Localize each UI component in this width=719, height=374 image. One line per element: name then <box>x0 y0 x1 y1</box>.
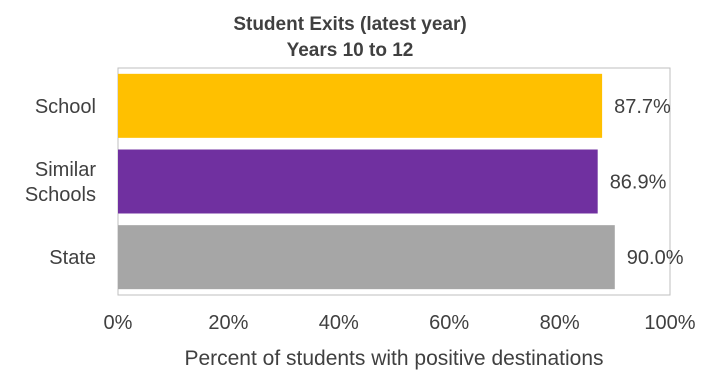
bar-2 <box>118 225 615 290</box>
value-label-1: 86.9% <box>610 172 667 194</box>
x-tick-label-2: 40% <box>319 312 359 334</box>
value-labels-group: 87.7% 86.9% 90.0% <box>610 96 684 269</box>
category-label-line: Similar <box>35 159 96 181</box>
chart-subtitle: Years 10 to 12 <box>287 40 414 61</box>
category-label-2: State <box>49 247 96 269</box>
x-tick-label-3: 60% <box>429 312 469 334</box>
category-label-line: Schools <box>25 184 96 206</box>
bars-group <box>118 73 615 290</box>
x-tick-labels-group: 0% 20% 40% 60% 80% 100% <box>104 312 696 334</box>
category-label-1: Similar Schools <box>25 159 96 206</box>
x-tick-label-4: 80% <box>540 312 580 334</box>
x-tick-label-5: 100% <box>644 312 695 334</box>
x-tick-label-1: 20% <box>208 312 248 334</box>
bar-1 <box>118 149 598 214</box>
x-axis-title: Percent of students with positive destin… <box>184 347 603 370</box>
bar-0 <box>118 73 603 138</box>
category-label-line: State <box>49 247 96 269</box>
category-label-0: School <box>35 96 96 118</box>
value-label-0: 87.7% <box>614 96 671 118</box>
category-labels-group: School Similar Schools State <box>25 96 96 269</box>
value-label-2: 90.0% <box>627 247 684 269</box>
category-label-line: School <box>35 96 96 118</box>
chart-title: Student Exits (latest year) <box>233 14 466 35</box>
x-tick-label-0: 0% <box>104 312 133 334</box>
